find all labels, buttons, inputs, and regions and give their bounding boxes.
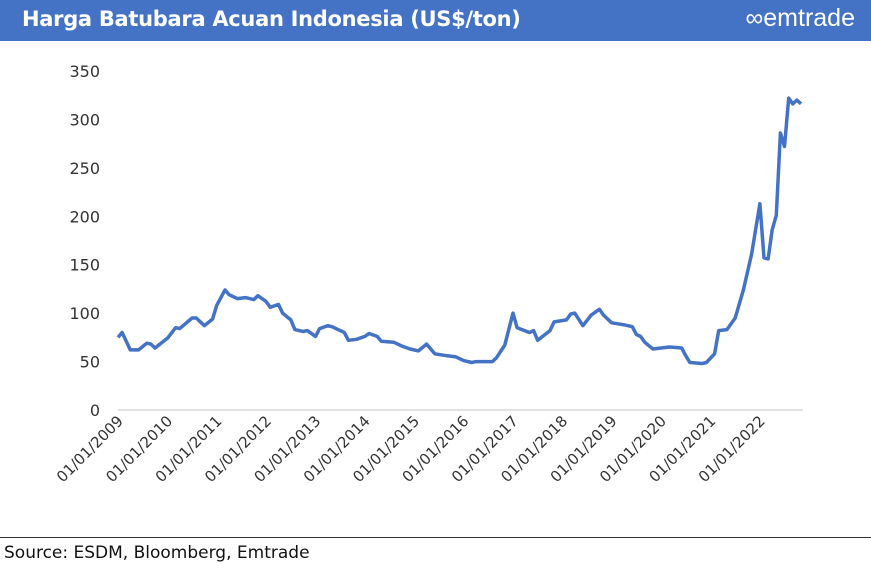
price-series-line bbox=[116, 96, 803, 366]
emtrade-logo: ∞emtrade bbox=[745, 4, 855, 33]
y-tick-label: 0 bbox=[90, 401, 100, 420]
divider bbox=[0, 537, 871, 538]
line-chart: 05010015020025030035001/01/200901/01/201… bbox=[53, 62, 803, 486]
y-tick-label: 100 bbox=[69, 304, 100, 323]
y-tick-label: 200 bbox=[69, 207, 100, 226]
chart-title: Harga Batubara Acuan Indonesia (US$/ton) bbox=[22, 7, 521, 31]
y-tick-label: 150 bbox=[69, 256, 100, 275]
infinity-icon: ∞ bbox=[745, 4, 764, 32]
source-note: Source: ESDM, Bloomberg, Emtrade bbox=[4, 543, 310, 563]
y-tick-label: 250 bbox=[69, 159, 100, 178]
chart-header: Harga Batubara Acuan Indonesia (US$/ton)… bbox=[0, 0, 871, 41]
logo-text: emtrade bbox=[763, 4, 855, 32]
y-tick-label: 50 bbox=[80, 353, 100, 372]
y-tick-label: 350 bbox=[69, 62, 100, 81]
y-tick-label: 300 bbox=[69, 110, 100, 129]
